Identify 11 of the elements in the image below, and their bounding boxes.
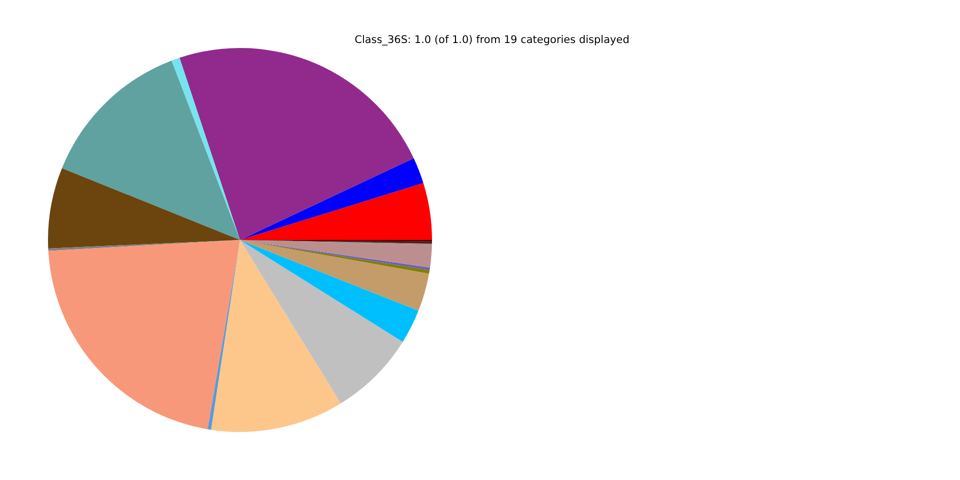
text: Class_36S: 1.0 (of 1.0) from 19 categories displayed	[354, 34, 630, 46]
pie-slice	[240, 240, 430, 311]
pie-slice	[180, 48, 414, 240]
pie-slice	[240, 240, 419, 342]
pie-slice	[240, 240, 403, 404]
pie-slice	[211, 240, 341, 432]
pie-slice	[240, 182, 432, 240]
pie-slice	[62, 60, 240, 240]
pie-slice	[48, 168, 240, 248]
pie-slice	[48, 240, 240, 430]
pie-slice	[240, 158, 424, 240]
